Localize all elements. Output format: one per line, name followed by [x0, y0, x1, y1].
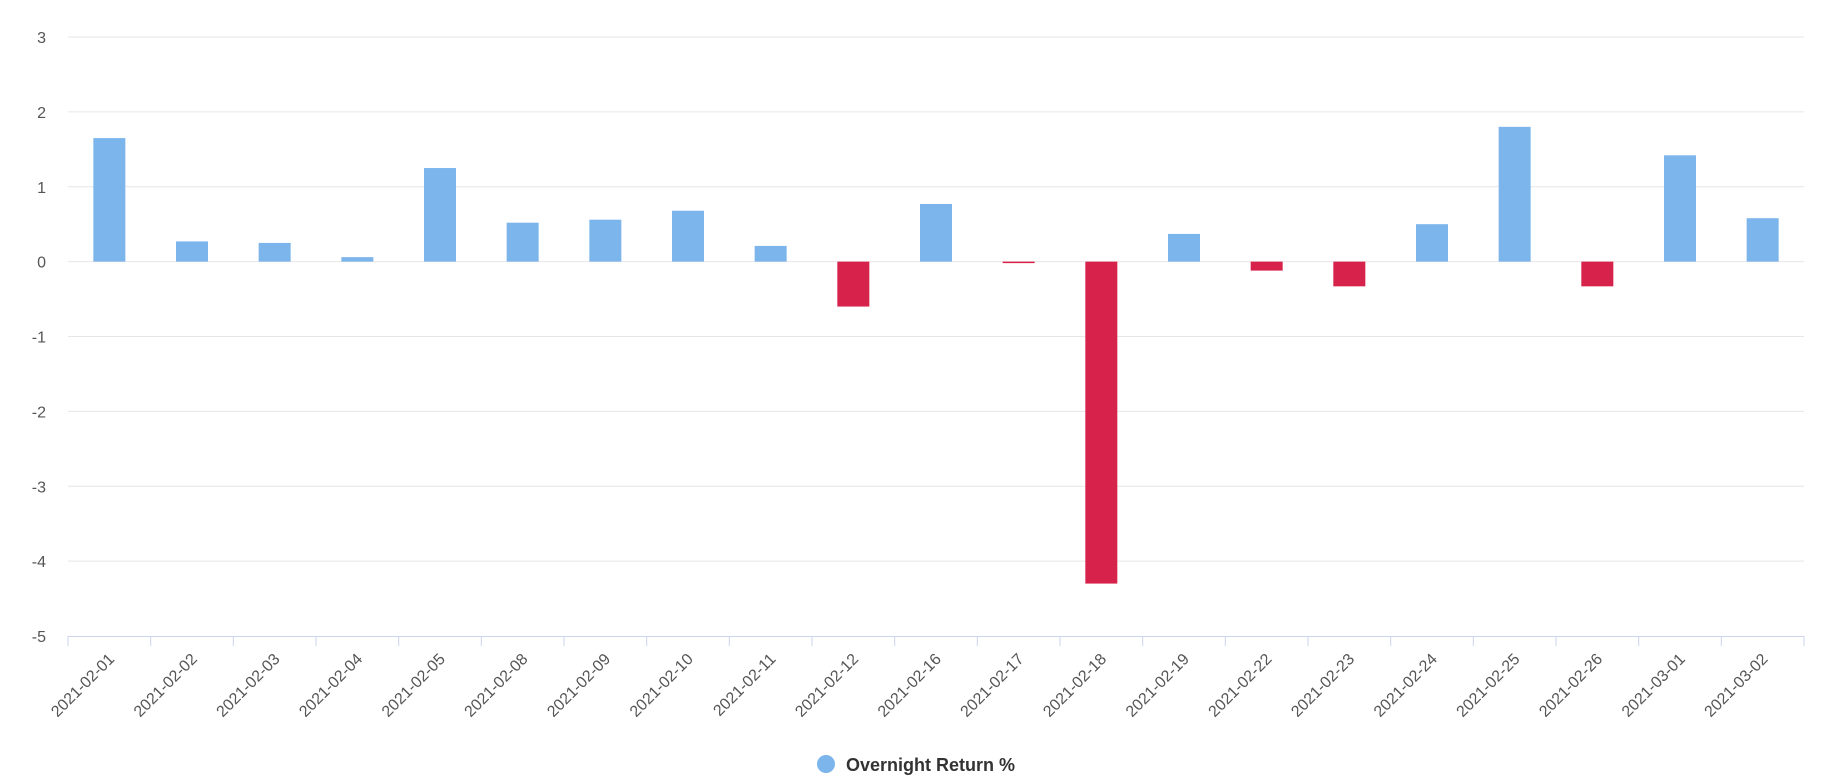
- x-tick-label: 2021-02-16: [875, 651, 945, 721]
- x-tick-label: 2021-03-02: [1702, 651, 1772, 721]
- x-tick-label: 2021-02-01: [48, 651, 118, 721]
- y-tick-label: -2: [32, 404, 46, 421]
- x-tick-label: 2021-02-17: [958, 651, 1028, 721]
- bar-2021-02-26[interactable]: [1581, 261, 1614, 287]
- x-tick-label: 2021-02-22: [1206, 651, 1276, 721]
- y-tick-label: 0: [37, 255, 46, 272]
- y-tick-label: -1: [32, 330, 46, 347]
- bar-2021-02-10[interactable]: [672, 210, 704, 262]
- bar-2021-02-12[interactable]: [837, 261, 870, 307]
- bars-layer: [93, 126, 1779, 584]
- grid-layer: [68, 36, 1804, 562]
- x-tick-label: 2021-02-19: [1123, 651, 1193, 721]
- y-tick-label: -4: [32, 554, 46, 571]
- bar-2021-02-22[interactable]: [1250, 261, 1283, 271]
- legend[interactable]: Overnight Return %: [817, 755, 1015, 775]
- x-tick-label: 2021-02-11: [710, 651, 779, 720]
- bar-2021-03-01[interactable]: [1664, 155, 1696, 262]
- x-tick-label: 2021-02-09: [544, 651, 614, 721]
- x-tick-label: 2021-02-12: [792, 651, 862, 721]
- bar-2021-02-18[interactable]: [1085, 261, 1118, 584]
- x-tick-label: 2021-02-04: [296, 651, 366, 721]
- bar-2021-02-16[interactable]: [920, 203, 952, 262]
- y-tick-label: 1: [37, 180, 46, 197]
- x-axis: [67, 636, 1805, 646]
- x-axis-labels: 2021-02-01 2021-02-02 2021-02-03 2021-02-04…: [48, 651, 1771, 721]
- y-tick-label: -5: [32, 629, 46, 646]
- x-tick-label: 2021-02-10: [627, 651, 697, 721]
- bar-2021-02-08[interactable]: [506, 222, 539, 262]
- bar-2021-02-02[interactable]: [176, 241, 208, 262]
- x-tick-label: 2021-02-25: [1454, 651, 1524, 721]
- y-axis-labels: 3 2 1 0 -1 -2 -3 -4 -5: [32, 30, 46, 646]
- bar-2021-02-01[interactable]: [93, 138, 126, 262]
- bar-2021-02-03[interactable]: [258, 242, 291, 262]
- bar-2021-02-25[interactable]: [1498, 126, 1531, 262]
- x-tick-label: 2021-02-05: [379, 651, 449, 721]
- x-tick-label: 2021-02-03: [214, 651, 284, 721]
- legend-marker-icon: [817, 755, 835, 773]
- bar-2021-02-05[interactable]: [424, 168, 456, 262]
- bar-2021-02-24[interactable]: [1416, 224, 1448, 262]
- y-tick-label: -3: [32, 479, 46, 496]
- y-tick-label: 2: [37, 105, 46, 122]
- x-tick-label: 2021-02-08: [462, 651, 532, 721]
- bar-2021-02-19[interactable]: [1168, 233, 1200, 262]
- bar-2021-03-02[interactable]: [1746, 218, 1779, 262]
- x-tick-label: 2021-02-02: [131, 651, 201, 721]
- x-tick-label: 2021-02-24: [1371, 651, 1441, 721]
- bar-2021-02-17[interactable]: [1002, 261, 1035, 264]
- x-tick-label: 2021-03-01: [1619, 651, 1689, 721]
- x-tick-label: 2021-02-26: [1536, 651, 1606, 721]
- y-tick-label: 3: [37, 30, 46, 47]
- x-tick-label: 2021-02-18: [1040, 651, 1110, 721]
- bar-2021-02-09[interactable]: [589, 219, 622, 262]
- legend-label: Overnight Return %: [846, 755, 1015, 775]
- bar-2021-02-23[interactable]: [1333, 261, 1366, 287]
- x-tick-label: 2021-02-23: [1288, 651, 1358, 721]
- bar-2021-02-11[interactable]: [754, 245, 787, 262]
- bar-2021-02-04[interactable]: [341, 257, 374, 262]
